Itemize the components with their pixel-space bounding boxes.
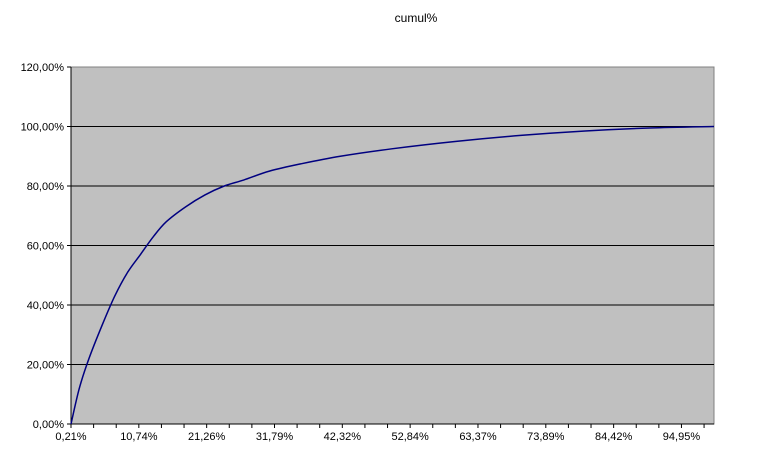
x-axis: 0,21% 10,74% 21,26% 31,79% 42,32% 52,84% 63,37…	[55, 423, 714, 443]
grid-lines	[71, 126, 714, 365]
x-tick-label: 0,21%	[55, 431, 86, 443]
x-tick-label: 84,42%	[595, 431, 633, 443]
y-tick-label: 40,00%	[27, 300, 65, 312]
y-tick-label: 60,00%	[27, 241, 65, 253]
x-tick-label: 94,95%	[663, 431, 701, 443]
y-tick-label: 0,00%	[33, 419, 64, 431]
x-tick-label: 42,32%	[324, 431, 362, 443]
y-tick-label: 80,00%	[27, 181, 65, 193]
x-tick-label: 73,89%	[527, 431, 565, 443]
y-tick-label: 120,00%	[21, 62, 65, 74]
chart-title: cumul%	[395, 11, 438, 25]
x-tick-label: 63,37%	[459, 431, 497, 443]
x-tick-label: 10,74%	[120, 431, 158, 443]
x-tick-label: 31,79%	[256, 431, 294, 443]
x-tick-label: 21,26%	[188, 431, 226, 443]
y-tick-label: 20,00%	[27, 360, 65, 372]
series-layer	[70, 125, 715, 425]
x-tick-label: 52,84%	[391, 431, 429, 443]
y-tick-label: 100,00%	[21, 122, 65, 134]
y-axis: 0,00% 20,00% 40,00% 60,00% 80,00% 100,00% 120,…	[21, 62, 72, 431]
series-line	[70, 125, 715, 425]
